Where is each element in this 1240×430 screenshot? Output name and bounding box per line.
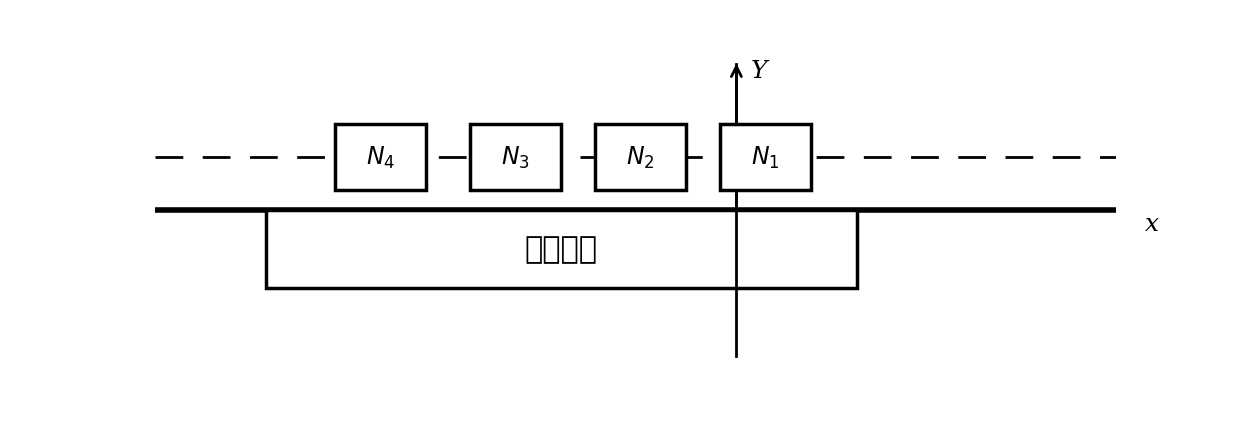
Bar xyxy=(470,124,560,190)
Text: $\mathbf{\mathit{N}}_{4}$: $\mathbf{\mathit{N}}_{4}$ xyxy=(366,144,396,171)
Text: Y: Y xyxy=(751,60,768,83)
Bar xyxy=(595,124,686,190)
Bar xyxy=(335,124,427,190)
Text: $\mathbf{\mathit{N}}_{2}$: $\mathbf{\mathit{N}}_{2}$ xyxy=(626,144,655,171)
Text: 公交车站: 公交车站 xyxy=(525,235,598,264)
Text: x: x xyxy=(1145,212,1159,235)
Bar xyxy=(265,211,857,289)
Bar xyxy=(719,124,811,190)
Text: $\mathbf{\mathit{N}}_{1}$: $\mathbf{\mathit{N}}_{1}$ xyxy=(751,144,780,171)
Text: $\mathbf{\mathit{N}}_{3}$: $\mathbf{\mathit{N}}_{3}$ xyxy=(501,144,529,171)
